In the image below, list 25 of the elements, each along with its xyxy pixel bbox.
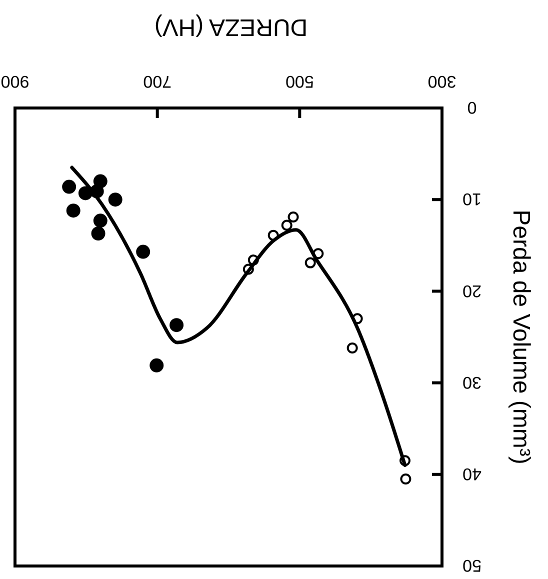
y-axis-title: Perda de Volume (mm³) <box>508 210 535 464</box>
point <box>304 257 316 268</box>
point <box>91 226 106 240</box>
point <box>400 473 412 484</box>
y-tick-label: 40 <box>462 464 482 484</box>
point <box>108 192 122 207</box>
point <box>170 318 184 332</box>
point <box>62 180 76 194</box>
y-tick-label: 30 <box>462 372 482 392</box>
x-tick-label: 900 <box>0 72 30 92</box>
point <box>136 244 150 259</box>
y-tick-label: 10 <box>462 190 482 209</box>
point <box>150 358 164 372</box>
x-tick-label: 500 <box>285 72 314 92</box>
point <box>66 204 80 218</box>
point <box>93 214 108 228</box>
y-tick-label: 20 <box>462 281 482 300</box>
x-tick-label: 700 <box>143 72 172 92</box>
point <box>281 220 292 231</box>
point <box>288 212 299 223</box>
x-tick-label: 300 <box>428 72 456 92</box>
y-tick-label: 0 <box>467 98 477 118</box>
y-tick-label: 50 <box>462 556 482 576</box>
x-axis-title: DUREZA (HV) <box>154 14 308 41</box>
point <box>346 342 358 354</box>
